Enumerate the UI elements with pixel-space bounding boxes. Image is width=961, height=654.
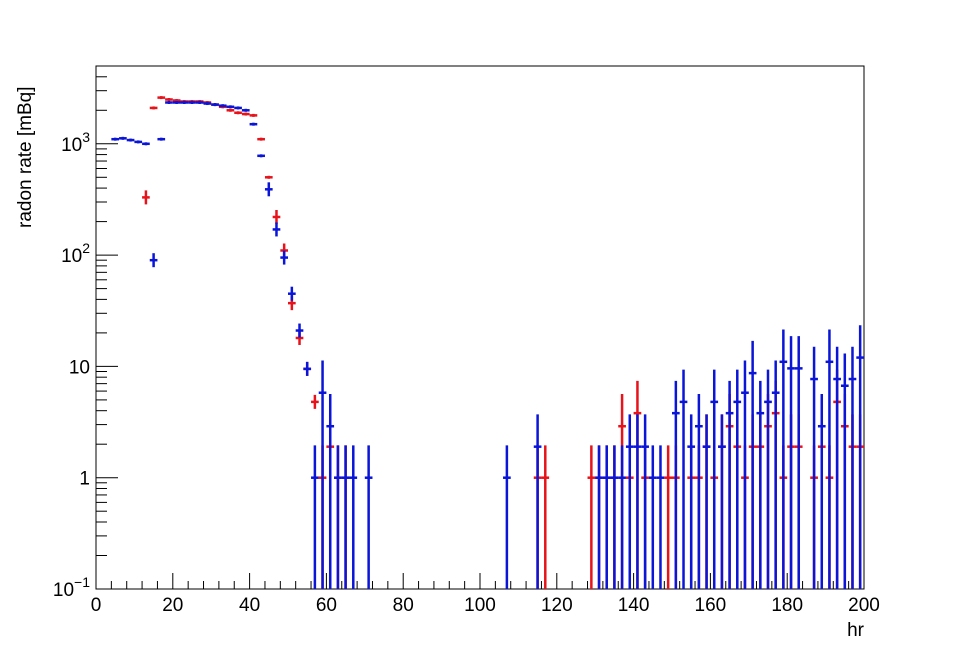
x-tick-label: 140 <box>618 595 650 616</box>
series-1 <box>111 100 864 589</box>
y-tick-label: 10−1 <box>53 574 90 601</box>
y-tick-label: 102 <box>61 240 90 267</box>
x-axis-label: hr <box>847 620 865 641</box>
x-ticks: 0 20 40 60 80 100 120 140 160 180 200 <box>91 573 880 616</box>
y-ticks: 10−1 1 10 102 103 <box>53 65 118 601</box>
x-tick-label: 40 <box>239 595 260 616</box>
x-tick-label: 100 <box>464 595 496 616</box>
x-tick-label: 60 <box>316 595 337 616</box>
x-tick-label: 200 <box>848 595 880 616</box>
y-tick-label: 103 <box>61 129 90 156</box>
data-series <box>111 96 864 589</box>
y-tick-label: 10 <box>69 357 90 378</box>
x-tick-label: 80 <box>393 595 414 616</box>
y-tick-label: 1 <box>79 469 90 490</box>
x-tick-label: 20 <box>162 595 183 616</box>
x-tick-label: 120 <box>541 595 573 616</box>
x-tick-label: 0 <box>91 595 102 616</box>
x-tick-label: 160 <box>695 595 727 616</box>
x-tick-label: 180 <box>771 595 803 616</box>
series-0 <box>142 96 864 589</box>
y-axis-label: radon rate [mBq] <box>15 86 36 228</box>
plot-frame <box>95 65 865 590</box>
